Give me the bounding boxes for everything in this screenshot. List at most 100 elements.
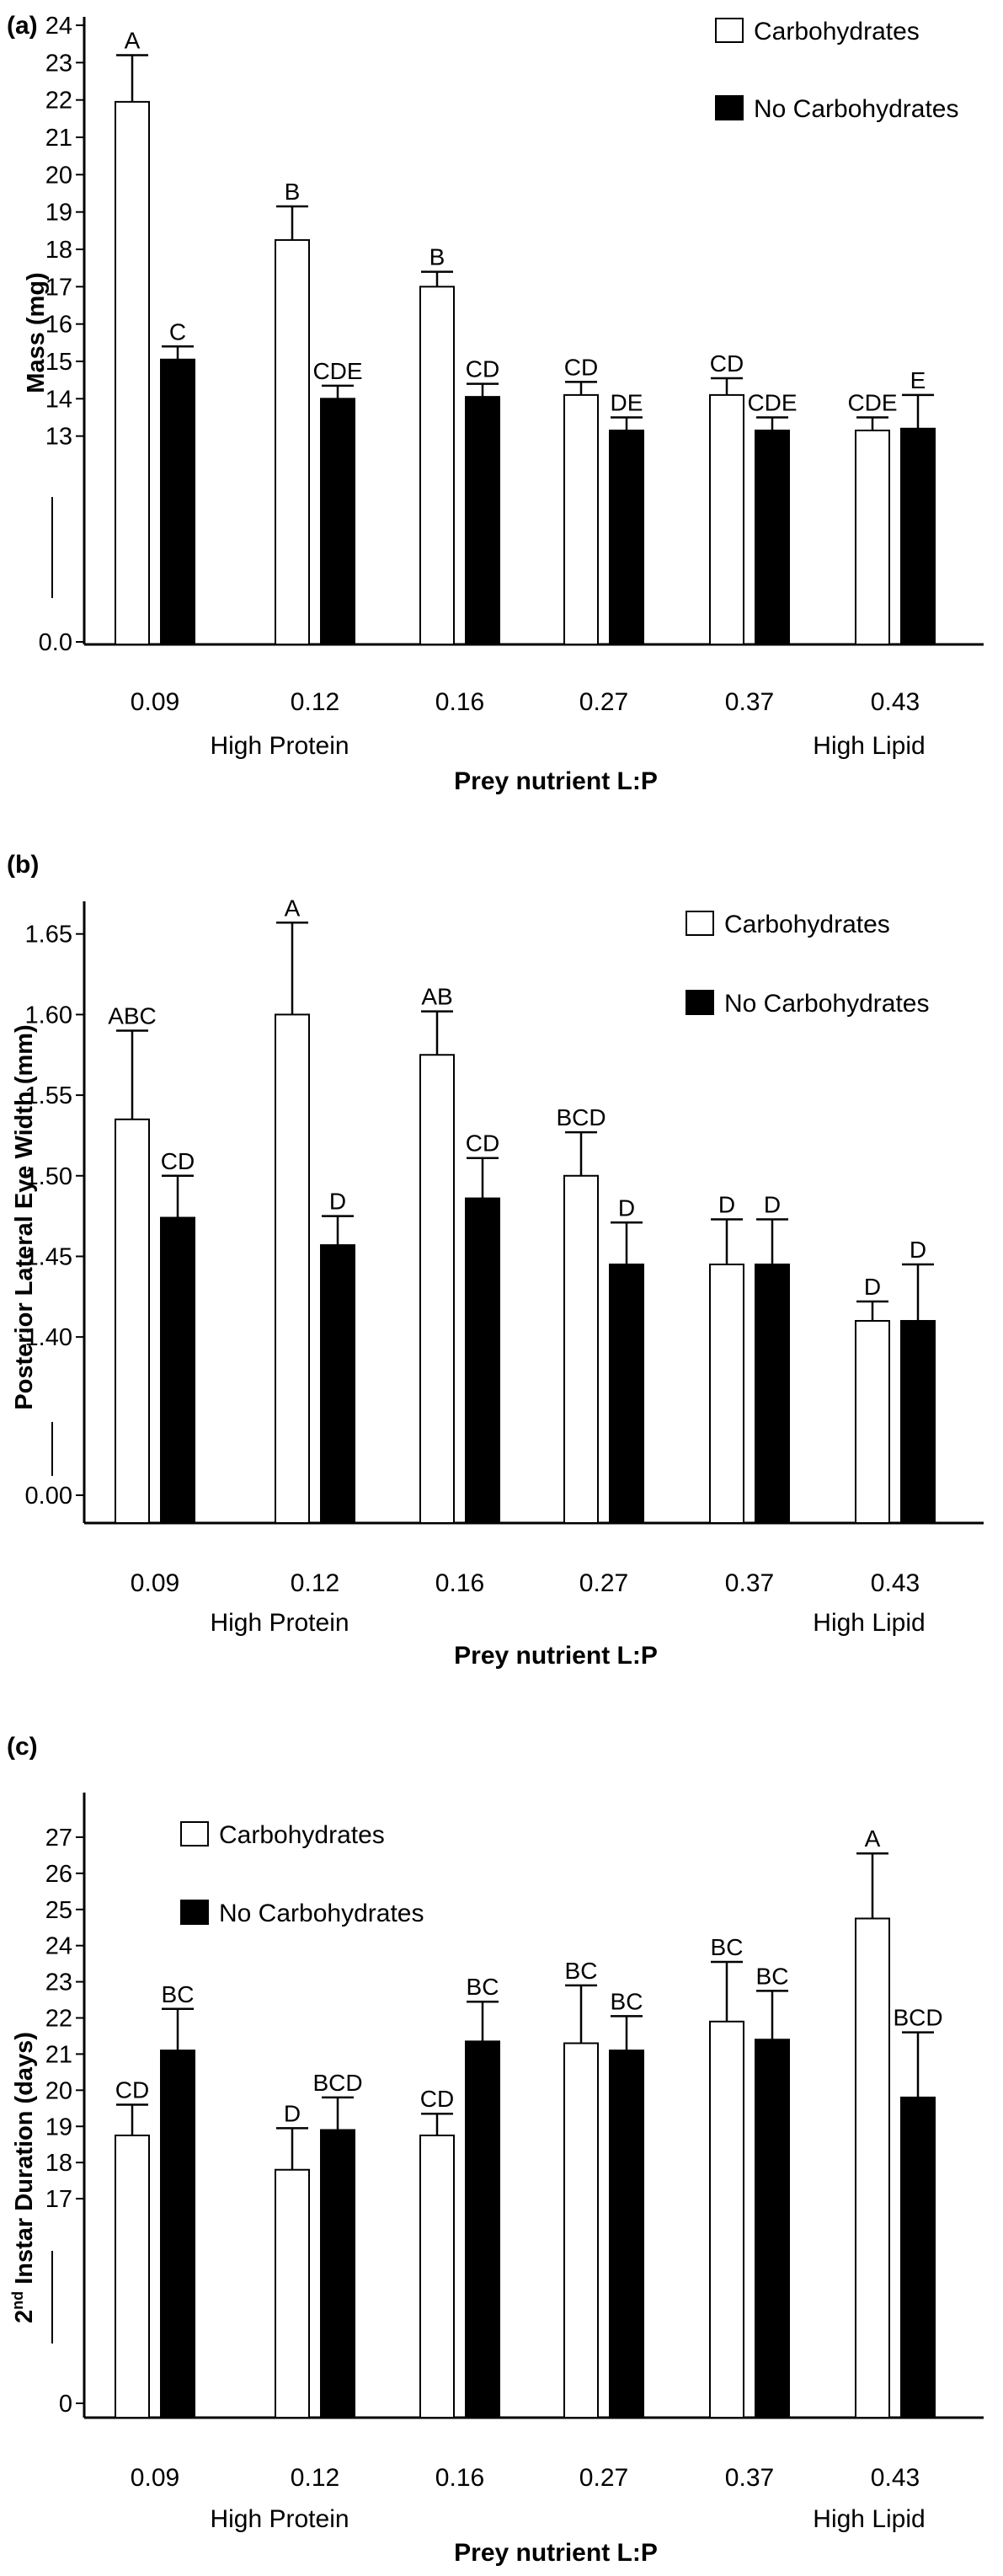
significance-letter: BC <box>756 1963 789 1989</box>
chart-panel-a: (a) 13 14 15 16 17 18 19 20 21 22 23 24 0.0 Mass (mg) A… <box>7 12 984 795</box>
y-tick-label: 19 <box>45 2114 72 2140</box>
legend-swatch <box>686 990 714 1015</box>
significance-letter: CDE <box>747 390 797 416</box>
bar-no-carbohydrates <box>465 2040 500 2418</box>
significance-letter: E <box>910 367 926 393</box>
panel-label: (b) <box>7 851 39 879</box>
bar-no-carbohydrates <box>320 398 355 645</box>
bar-no-carbohydrates <box>465 1197 500 1524</box>
significance-letter: BC <box>711 1934 744 1960</box>
significance-letter: CD <box>161 1148 195 1174</box>
significance-letter: ABC <box>108 1003 157 1029</box>
bar-carbohydrates <box>115 2134 150 2419</box>
significance-letter: CD <box>710 350 744 377</box>
bar-carbohydrates <box>709 2020 744 2419</box>
significance-letter: CD <box>115 2077 149 2103</box>
significance-letter: BCD <box>556 1104 606 1130</box>
significance-letter: CDE <box>847 390 897 416</box>
x-tick-label: 0.37 <box>725 688 774 716</box>
bar-no-carbohydrates <box>900 2096 936 2419</box>
bar-carbohydrates <box>855 1917 890 2419</box>
bar-no-carbohydrates <box>320 1244 355 1524</box>
x-tick-label: 0.09 <box>131 2464 179 2492</box>
y-tick-label: 22 <box>45 88 72 115</box>
bar-carbohydrates <box>275 238 310 645</box>
bar-carbohydrates <box>709 393 744 645</box>
x-axis-title: Prey nutrient L:P <box>454 767 658 795</box>
y-axis-title-part: Instar Duration (days) <box>11 2032 38 2291</box>
y-tick-label: 1.55 <box>25 1082 72 1109</box>
significance-letter: A <box>125 27 141 53</box>
x-tick-label: 0.37 <box>725 1569 774 1597</box>
y-tick-label: 21 <box>45 2041 72 2068</box>
chart-panel-b: (b) 1.40 1.45 1.50 1.55 1.60 1.65 0.00 Posterior… <box>7 851 984 1670</box>
bar-no-carbohydrates <box>755 1264 790 1524</box>
significance-letter: AB <box>421 984 452 1010</box>
significance-letter: D <box>284 2100 301 2126</box>
y-tick-label: 17 <box>45 274 72 301</box>
chart-panel-c: (c) 17 18 19 20 21 22 23 24 25 26 27 0 2nd Instar Dur… <box>7 1733 984 2567</box>
significance-letter: CD <box>420 2086 454 2112</box>
bar-carbohydrates <box>419 1054 455 1524</box>
bar-carbohydrates <box>855 1320 890 1524</box>
significance-letter: CDE <box>312 358 362 384</box>
x-extreme-left: High Protein <box>210 732 349 760</box>
y-zero-label: 0 <box>59 2391 72 2418</box>
y-tick-label: 24 <box>45 13 72 40</box>
bar-carbohydrates <box>115 1118 150 1524</box>
significance-letter: A <box>285 895 301 921</box>
y-tick-label: 17 <box>45 2186 72 2213</box>
y-tick-label: 23 <box>45 1969 72 1996</box>
significance-letter: D <box>329 1189 346 1215</box>
bar-no-carbohydrates <box>160 358 195 645</box>
significance-letter: DE <box>611 390 643 416</box>
y-axis-title-sup: nd <box>9 2291 26 2310</box>
x-axis-title: Prey nutrient L:P <box>454 2539 658 2567</box>
x-tick-label: 0.12 <box>291 688 339 716</box>
y-tick-label: 23 <box>45 50 72 77</box>
x-tick-label: 0.27 <box>579 2464 628 2492</box>
bar-carbohydrates <box>115 100 150 645</box>
y-tick-label: 15 <box>45 349 72 376</box>
x-extreme-right: High Lipid <box>813 1609 925 1637</box>
y-tick-label: 18 <box>45 237 72 264</box>
significance-letter: BC <box>467 1974 499 2000</box>
bar-carbohydrates <box>419 2134 455 2419</box>
bar-no-carbohydrates <box>755 2039 790 2418</box>
y-tick-label: 1.50 <box>25 1163 72 1190</box>
y-tick-label: 20 <box>45 162 72 189</box>
x-tick-label: 0.12 <box>291 2464 339 2492</box>
x-tick-label: 0.37 <box>725 2464 774 2492</box>
x-tick-label: 0.16 <box>435 2464 484 2492</box>
y-tick-label: 26 <box>45 1861 72 1888</box>
significance-letter: BC <box>611 1988 643 2014</box>
y-tick-label: 19 <box>45 200 72 227</box>
bar-no-carbohydrates <box>160 2050 195 2418</box>
x-tick-label: 0.12 <box>291 1569 339 1597</box>
bar-no-carbohydrates <box>609 1264 644 1524</box>
bar-no-carbohydrates <box>160 1216 195 1524</box>
significance-letter: A <box>865 1825 881 1852</box>
bar-carbohydrates <box>275 2168 310 2418</box>
legend-label: Carbohydrates <box>724 911 890 938</box>
legend-swatch <box>686 911 714 936</box>
y-zero-label: 0.0 <box>39 629 72 656</box>
bar-no-carbohydrates <box>755 430 790 645</box>
panel-label: (c) <box>7 1733 38 1761</box>
bar-carbohydrates <box>563 393 599 645</box>
bar-no-carbohydrates <box>609 2050 644 2418</box>
significance-letter: D <box>764 1191 781 1217</box>
y-tick-label: 14 <box>45 386 72 413</box>
y-zero-label: 0.00 <box>25 1483 72 1510</box>
x-tick-label: 0.16 <box>435 688 484 716</box>
y-tick-label: 18 <box>45 2150 72 2177</box>
legend-swatch <box>180 1821 209 1846</box>
y-tick-label: 22 <box>45 2006 72 2033</box>
significance-letter: D <box>864 1274 881 1300</box>
bar-no-carbohydrates <box>900 1320 936 1524</box>
significance-letter: B <box>429 244 445 270</box>
legend-swatch <box>715 18 744 43</box>
x-extreme-left: High Protein <box>210 1609 349 1637</box>
x-tick-label: 0.16 <box>435 1569 484 1597</box>
y-tick-label: 20 <box>45 2077 72 2104</box>
